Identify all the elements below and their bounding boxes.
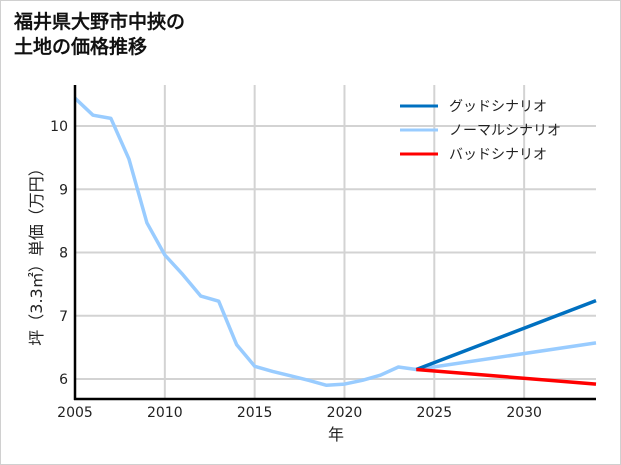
grid bbox=[75, 85, 596, 399]
x-tick-label: 2025 bbox=[416, 405, 452, 421]
y-axis-label: 坪（3.3㎡）単価（万円） bbox=[27, 160, 46, 345]
y-tick-label: 7 bbox=[59, 309, 68, 325]
series-line bbox=[415, 298, 597, 372]
chart-title: 福井県大野市中挾の 土地の価格推移 bbox=[14, 11, 186, 58]
series-line bbox=[73, 96, 597, 388]
x-tick-label: 2020 bbox=[327, 405, 363, 421]
x-tick-label: 2010 bbox=[147, 405, 183, 421]
y-tick-label: 10 bbox=[50, 119, 68, 135]
y-tick-label: 6 bbox=[59, 372, 68, 388]
x-axis-label: 年 bbox=[328, 425, 344, 444]
y-tick-label: 9 bbox=[59, 182, 68, 198]
x-tick-label: 2015 bbox=[237, 405, 273, 421]
legend-label: バッドシナリオ bbox=[449, 147, 547, 163]
x-tick-label: 2005 bbox=[57, 405, 93, 421]
legend-label: ノーマルシナリオ bbox=[449, 123, 561, 139]
legend-label: グッドシナリオ bbox=[449, 99, 547, 115]
y-tick-label: 8 bbox=[59, 246, 68, 262]
series-line bbox=[416, 367, 597, 386]
x-tick-label: 2030 bbox=[506, 405, 542, 421]
